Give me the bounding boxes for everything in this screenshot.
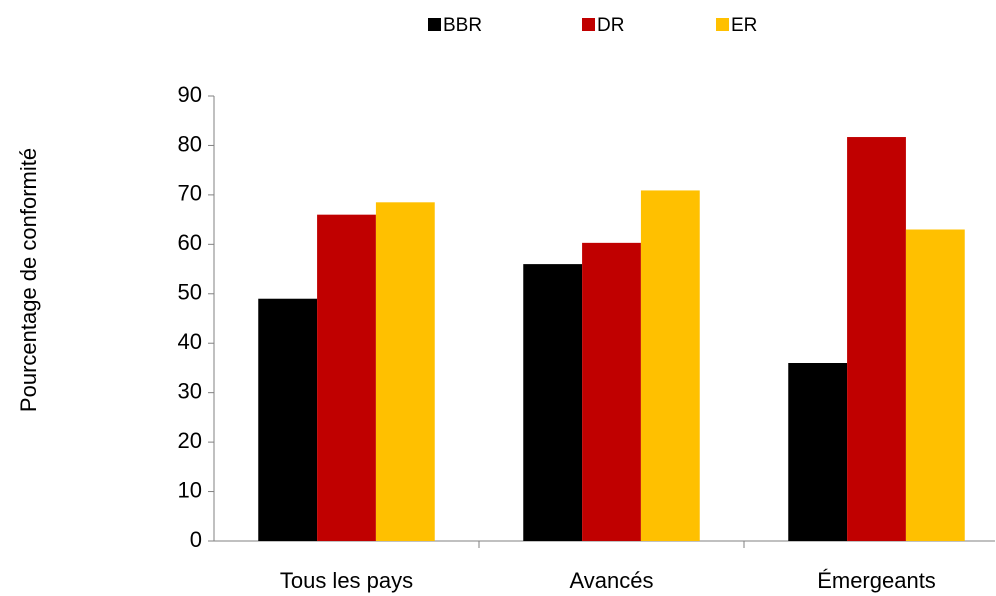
y-tick-label: 90 [178,82,202,107]
y-tick-label: 10 [178,477,202,502]
y-tick-label: 60 [178,230,202,255]
bar [258,298,318,541]
bar [582,242,641,541]
bar [788,363,848,541]
bar [523,264,583,541]
x-tick-label: Tous les pays [280,568,413,593]
legend-swatch [716,18,729,31]
y-tick-label: 0 [190,527,202,552]
legend-swatch [428,18,441,31]
y-tick-label: 30 [178,378,202,403]
y-axis-label: Pourcentage de conformité [16,148,41,412]
y-tick-label: 70 [178,181,202,206]
bar [640,190,700,541]
x-tick-label: Avancés [570,568,654,593]
y-tick-label: 40 [178,329,202,354]
bar [905,229,965,541]
x-tick-label: Émergeants [817,568,936,593]
bar [317,214,376,541]
legend-label: ER [731,15,757,36]
y-tick-label: 20 [178,428,202,453]
legend-label: BBR [443,15,482,36]
bar [847,137,906,542]
legend-label: DR [597,15,624,36]
bar [375,202,435,542]
y-tick-label: 50 [178,280,202,305]
legend-swatch [582,18,595,31]
y-tick-label: 80 [178,131,202,156]
